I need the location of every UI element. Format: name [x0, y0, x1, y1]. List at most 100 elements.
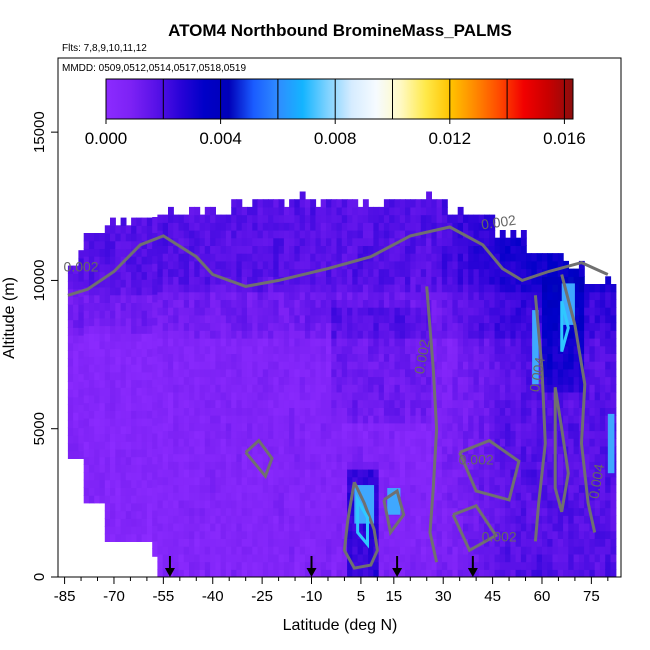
heatmap-cell [241, 476, 248, 486]
heatmap-cell [415, 438, 422, 447]
heatmap-cell [115, 340, 122, 350]
heatmap-cell [252, 415, 259, 424]
heatmap-cell [278, 461, 285, 470]
heatmap-cell [115, 425, 122, 434]
heatmap-cell [478, 376, 485, 385]
heatmap-cell [273, 569, 280, 577]
heatmap-cell [499, 391, 506, 401]
heatmap-cell [473, 445, 480, 455]
heatmap-cell [252, 492, 259, 501]
heatmap-cell [420, 422, 427, 432]
heatmap-cell [478, 499, 485, 509]
heatmap-cell [610, 291, 617, 300]
heatmap-cell [141, 495, 148, 504]
heatmap-cell [315, 438, 322, 447]
heatmap-cell [331, 445, 338, 455]
heatmap-cell [526, 299, 533, 308]
heatmap-cell [563, 538, 569, 547]
heatmap-cell [347, 284, 353, 293]
heatmap-cell [199, 291, 206, 300]
heatmap-cell [146, 279, 153, 288]
heatmap-cell [236, 469, 243, 478]
heatmap-cell [373, 407, 380, 416]
heatmap-cell [231, 314, 238, 324]
heatmap-cell [536, 284, 543, 293]
heatmap-cell [125, 371, 132, 381]
heatmap-cell [320, 553, 327, 563]
contour-line [560, 274, 597, 533]
heatmap-cell [484, 276, 490, 285]
heatmap-cell [347, 322, 353, 331]
heatmap-cell [436, 237, 443, 246]
heatmap-cell [431, 314, 438, 324]
heatmap-cell [473, 376, 480, 385]
contour-label: 0.002 [64, 259, 99, 275]
heatmap-cell [526, 368, 533, 378]
heatmap-cell [573, 422, 580, 432]
heatmap-cell [568, 484, 575, 493]
heatmap-cell [273, 461, 280, 470]
heatmap-cell [505, 538, 511, 547]
heatmap-cell [78, 412, 85, 421]
heatmap-cell [262, 430, 269, 439]
heatmap-cell [157, 391, 164, 401]
heatmap-cell [131, 533, 137, 542]
heatmap-cell [262, 499, 269, 509]
heatmap-cell [499, 515, 506, 524]
heatmap-cell [389, 422, 396, 432]
heatmap-cell [173, 276, 180, 285]
heatmap-cell [173, 399, 180, 408]
heatmap-cell [547, 376, 554, 385]
heatmap-cell [78, 450, 85, 459]
heatmap-cell [141, 464, 148, 473]
heatmap-cell [410, 538, 417, 547]
heatmap-cell [478, 561, 485, 570]
heatmap-cell [215, 391, 222, 401]
heatmap-cell [499, 230, 506, 239]
heatmap-cell [499, 299, 506, 308]
heatmap-cell [215, 345, 222, 354]
heatmap-cell [599, 453, 606, 462]
heatmap-cell [120, 502, 127, 512]
heatmap-cell [578, 314, 585, 324]
heatmap-cell [420, 484, 427, 493]
heatmap-cell [405, 415, 411, 424]
heatmap-cell [526, 322, 533, 331]
heatmap-cell [594, 438, 601, 447]
heatmap-cell [247, 299, 253, 308]
heatmap-cell [357, 338, 364, 347]
heatmap-cell [278, 530, 285, 539]
heatmap-cell [283, 330, 290, 339]
heatmap-cell [515, 438, 522, 447]
heatmap-cell [494, 245, 501, 254]
heatmap-cell [589, 538, 596, 547]
heatmap-cell [310, 345, 317, 354]
heatmap-cell [215, 376, 222, 385]
heatmap-cell [199, 492, 206, 501]
heatmap-cell [125, 333, 132, 342]
heatmap-cell [273, 492, 280, 501]
heatmap-cell [399, 376, 406, 385]
heatmap-cell [215, 330, 222, 339]
heatmap-cell [357, 469, 364, 478]
heatmap-cell [146, 487, 153, 496]
heatmap-cell [236, 260, 243, 270]
heatmap-cell [194, 546, 201, 555]
heatmap-cell [457, 353, 464, 362]
heatmap-cell [125, 302, 132, 311]
heatmap-cell [552, 268, 559, 277]
heatmap-cell [168, 222, 174, 231]
heatmap-cell [257, 330, 264, 339]
heatmap-cell [315, 430, 322, 439]
heatmap-cell [484, 268, 490, 277]
heatmap-cell [505, 299, 511, 308]
heatmap-cell [131, 348, 137, 357]
heatmap-cell [99, 310, 106, 319]
heatmap-cell [441, 399, 448, 408]
heatmap-cell [104, 325, 111, 334]
heatmap-cell [320, 453, 327, 462]
heatmap-cell [589, 499, 596, 509]
heatmap-cell [436, 476, 443, 486]
heatmap-cell [220, 230, 227, 239]
heatmap-cell [441, 199, 448, 208]
